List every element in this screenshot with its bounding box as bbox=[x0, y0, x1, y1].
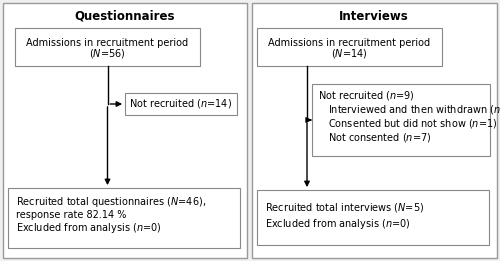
Text: Admissions in recruitment period: Admissions in recruitment period bbox=[268, 38, 430, 48]
Bar bbox=[252, 3, 497, 258]
Text: Questionnaires: Questionnaires bbox=[75, 9, 176, 22]
Text: Not recruited ($n$=14): Not recruited ($n$=14) bbox=[130, 98, 232, 110]
Text: Recruited total questionnaires ($N$=46),: Recruited total questionnaires ($N$=46), bbox=[16, 195, 206, 209]
Text: ($N$=14): ($N$=14) bbox=[331, 46, 368, 60]
Bar bbox=[257, 28, 442, 66]
Bar bbox=[257, 190, 489, 245]
Bar bbox=[312, 84, 490, 156]
Bar bbox=[8, 188, 240, 248]
Text: Excluded from analysis ($n$=0): Excluded from analysis ($n$=0) bbox=[16, 221, 162, 235]
Bar bbox=[3, 3, 247, 258]
Text: Interviews: Interviews bbox=[339, 9, 409, 22]
Text: Consented but did not show ($n$=1): Consented but did not show ($n$=1) bbox=[328, 117, 498, 130]
Text: Admissions in recruitment period: Admissions in recruitment period bbox=[26, 38, 188, 48]
Text: Not recruited ($n$=9): Not recruited ($n$=9) bbox=[318, 90, 415, 103]
Text: response rate 82.14 %: response rate 82.14 % bbox=[16, 210, 126, 220]
Bar bbox=[125, 93, 237, 115]
Text: Recruited total interviews ($N$=5): Recruited total interviews ($N$=5) bbox=[265, 201, 424, 215]
Text: Not consented ($n$=7): Not consented ($n$=7) bbox=[328, 132, 432, 145]
Text: Excluded from analysis ($n$=0): Excluded from analysis ($n$=0) bbox=[265, 217, 410, 231]
Bar bbox=[15, 28, 200, 66]
Text: ($N$=56): ($N$=56) bbox=[89, 46, 126, 60]
Text: Interviewed and then withdrawn ($n$=1): Interviewed and then withdrawn ($n$=1) bbox=[328, 104, 500, 116]
